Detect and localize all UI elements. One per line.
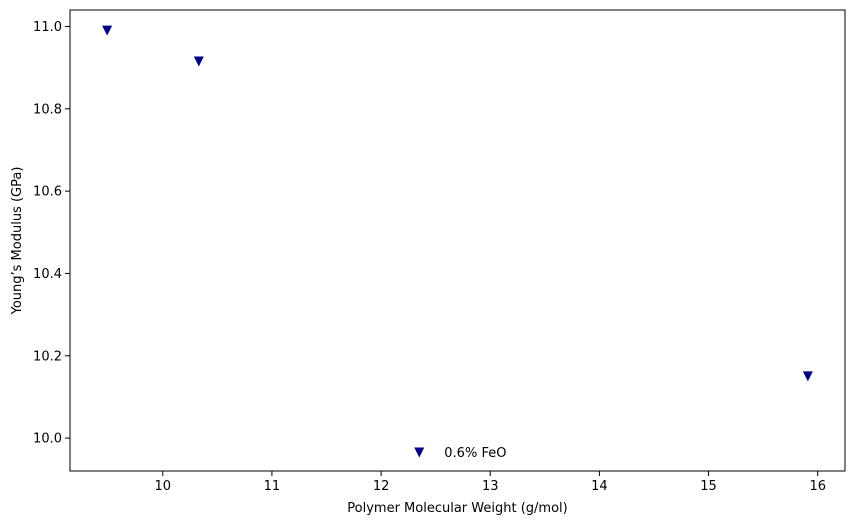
x-tick-label: 12 xyxy=(373,479,390,494)
y-tick-label: 10.8 xyxy=(33,102,62,117)
y-tick-label: 10.4 xyxy=(33,267,62,282)
data-point-triangle xyxy=(414,447,425,458)
x-tick-label: 10 xyxy=(155,479,172,494)
data-point-triangle xyxy=(102,25,113,36)
data-point-triangle xyxy=(802,371,813,382)
y-tick-label: 10.6 xyxy=(33,185,62,200)
y-tick-label: 10.0 xyxy=(33,432,62,447)
x-tick-label: 16 xyxy=(809,479,826,494)
x-tick-label: 11 xyxy=(264,479,281,494)
x-axis: 10 11 12 13 14 15 16 xyxy=(155,471,826,494)
x-tick-label: 15 xyxy=(700,479,717,494)
x-axis-label: Polymer Molecular Weight (g/mol) xyxy=(347,501,567,516)
y-axis-label: Young’s Modulus (GPa) xyxy=(10,167,25,316)
axes-frame xyxy=(69,9,846,472)
point-annotation: 0.6% FeO xyxy=(444,446,506,461)
data-point-triangle xyxy=(193,56,204,67)
y-axis: 10.0 10.2 10.4 10.6 10.8 11.0 xyxy=(33,20,70,447)
plot-area: 0.6% FeO xyxy=(102,25,813,461)
x-tick-label: 13 xyxy=(482,479,499,494)
y-tick-label: 10.2 xyxy=(33,349,62,364)
x-tick-label: 14 xyxy=(591,479,608,494)
y-tick-label: 11.0 xyxy=(33,20,62,35)
